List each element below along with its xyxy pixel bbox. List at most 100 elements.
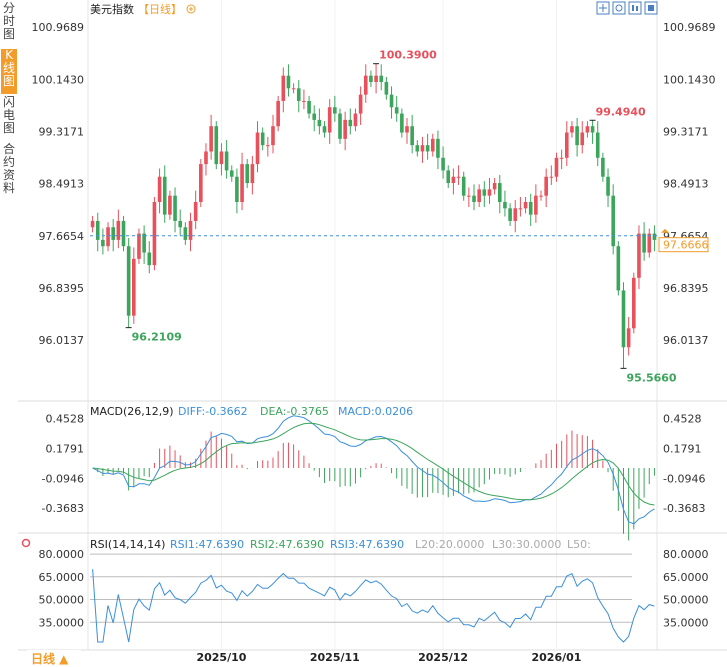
candle-body-1 (95, 220, 100, 240)
candle-body-20 (193, 202, 198, 221)
candle-body-105 (632, 277, 636, 329)
macd-tick-right-3: -0.3683 (663, 502, 705, 515)
candle-body-38 (286, 75, 291, 89)
time-tick-0: 2025/10 (196, 651, 246, 664)
candle-body-39 (291, 88, 296, 90)
candle-mode-icon-b1 (632, 5, 634, 11)
candle-body-77 (487, 189, 492, 196)
rsi-label: RSI(14,14,14) (90, 538, 165, 551)
candle-body-29 (240, 164, 244, 202)
candle-body-27 (229, 170, 234, 177)
zoom-icon-circle (186, 4, 196, 14)
move-icon[interactable] (596, 1, 610, 15)
candle-body-55 (374, 75, 378, 82)
candle-body-85 (528, 202, 533, 215)
macd-tick-right-2: -0.0946 (663, 472, 705, 485)
rsi-tick-right-0: 80.0000 (663, 548, 709, 561)
period-select-button[interactable]: 日线 ▲ (31, 651, 69, 666)
rsi-tick-left-3: 35.0000 (39, 616, 85, 629)
candle-body-87 (539, 195, 543, 197)
candle-body-56 (379, 75, 384, 82)
l20-label: L20:20.0000 (415, 538, 484, 551)
candle-mode-icon-frame (628, 1, 642, 15)
candle-body-23 (209, 126, 213, 152)
candle-body-71 (456, 176, 461, 178)
settings-icon[interactable] (644, 1, 658, 15)
price-tick-right-1: 100.1430 (663, 73, 716, 86)
candle-body-22 (204, 151, 208, 165)
candle-body-62 (410, 126, 414, 146)
price-tick-left-4: 97.6654 (39, 230, 85, 243)
price-tick-left-5: 96.8395 (39, 282, 85, 295)
annotation-low-early: 96.2109 (132, 331, 182, 344)
time-tick-3: 2026/01 (532, 651, 582, 664)
side-tab-1[interactable]: K线图 (1, 49, 17, 94)
candle-body-108 (647, 233, 652, 253)
candle-body-30 (245, 164, 250, 184)
candle-body-67 (436, 138, 440, 158)
candle-body-18 (183, 227, 188, 240)
macd-tick-left-3: -0.3683 (42, 502, 84, 515)
zoom-in-icon (186, 4, 196, 14)
candle-body-15 (168, 195, 172, 215)
candle-body-14 (162, 176, 167, 215)
candle-body-99 (601, 157, 605, 177)
candle-body-65 (425, 145, 430, 152)
price-tick-left-3: 98.4913 (39, 178, 85, 191)
side-tab-2[interactable]: 闪电图 (2, 95, 15, 135)
candle-body-81 (508, 208, 512, 221)
candle-body-61 (405, 126, 409, 133)
candle-body-104 (626, 328, 631, 348)
candle-body-57 (384, 82, 389, 95)
rsi-tick-right-1: 65.0000 (663, 571, 709, 584)
candle-body-44 (317, 119, 322, 127)
side-tab-0[interactable]: 分时图 (2, 1, 15, 41)
candle-body-59 (394, 107, 399, 114)
candle-body-96 (585, 126, 590, 133)
candle-body-63 (415, 145, 420, 152)
macd-value-label: MACD:0.0206 (338, 405, 413, 418)
rsi-tick-right-2: 50.0000 (663, 594, 709, 607)
candle-body-51 (353, 113, 358, 127)
side-tab-bar: 分时图 K线图 闪电图合约资料 (0, 0, 18, 667)
macd-tick-right-0: 0.4528 (663, 413, 702, 426)
price-tick-right-5: 96.8395 (663, 282, 709, 295)
price-tick-left-6: 96.0137 (39, 334, 85, 347)
rsi-line (92, 569, 655, 643)
settings-icon-sq (648, 5, 654, 11)
candle-body-7 (126, 246, 131, 316)
candle-body-88 (544, 176, 548, 196)
candle-body-6 (121, 220, 126, 247)
candle-body-13 (157, 176, 162, 202)
side-tab-3[interactable]: 合约资料 (2, 142, 15, 195)
rsi1-label: RSI1:47.6390 (170, 538, 244, 551)
candle-body-54 (369, 75, 373, 82)
price-tick-left-1: 100.1430 (32, 73, 85, 86)
candle-body-32 (255, 132, 260, 165)
macd-tick-left-2: -0.0946 (42, 472, 84, 485)
crosshair-icon[interactable] (612, 1, 626, 15)
candle-body-11 (147, 252, 152, 266)
candle-body-100 (606, 176, 610, 196)
current-price-tag: 97.6666 (663, 239, 709, 252)
candle-body-73 (467, 195, 471, 197)
candle-body-70 (451, 176, 456, 184)
candle-body-95 (580, 132, 585, 146)
time-tick-2: 2025/12 (418, 651, 468, 664)
annotation-high-recent: 99.4940 (596, 105, 646, 118)
chart-title: 美元指数 (90, 2, 134, 16)
rsi3-label: RSI3:47.6390 (330, 538, 404, 551)
rsi-tick-left-0: 80.0000 (39, 548, 85, 561)
candle-body-90 (554, 157, 559, 177)
candle-mode-icon[interactable] (628, 1, 642, 15)
candle-body-45 (322, 126, 327, 133)
candle-body-93 (570, 126, 574, 133)
candle-body-101 (611, 195, 615, 247)
candle-body-4 (111, 227, 115, 240)
candle-body-92 (564, 132, 569, 158)
candle-body-8 (132, 258, 136, 316)
macd-dea-line (92, 422, 655, 506)
price-tick-left-0: 100.9689 (32, 21, 85, 34)
crosshair-icon-c (615, 4, 623, 12)
